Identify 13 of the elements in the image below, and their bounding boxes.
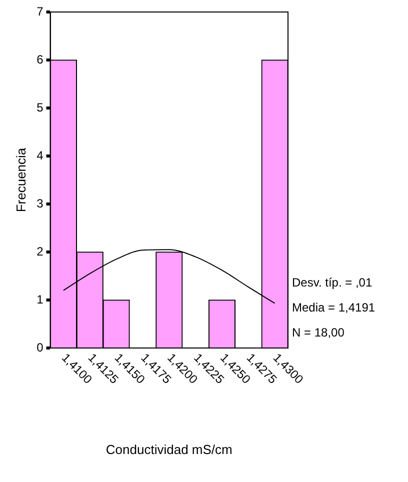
y-tick-label: 5 xyxy=(36,100,44,114)
y-tick-label: 6 xyxy=(36,52,44,66)
y-tick-label: 3 xyxy=(36,196,44,210)
y-tick-label: 7 xyxy=(36,4,44,18)
y-tick-label: 4 xyxy=(36,148,44,162)
x-axis-title: Conductividad mS/cm xyxy=(106,442,232,457)
y-tick-label: 0 xyxy=(36,340,44,354)
y-axis-title: Frecuencia xyxy=(13,147,28,212)
y-tick-label: 1 xyxy=(36,292,44,306)
y-tick-label: 2 xyxy=(36,244,44,258)
text: Media = 1,4191 xyxy=(292,300,376,314)
text: Desv. típ. = ,01 xyxy=(292,275,372,290)
text: N = 18,00 xyxy=(292,325,345,340)
